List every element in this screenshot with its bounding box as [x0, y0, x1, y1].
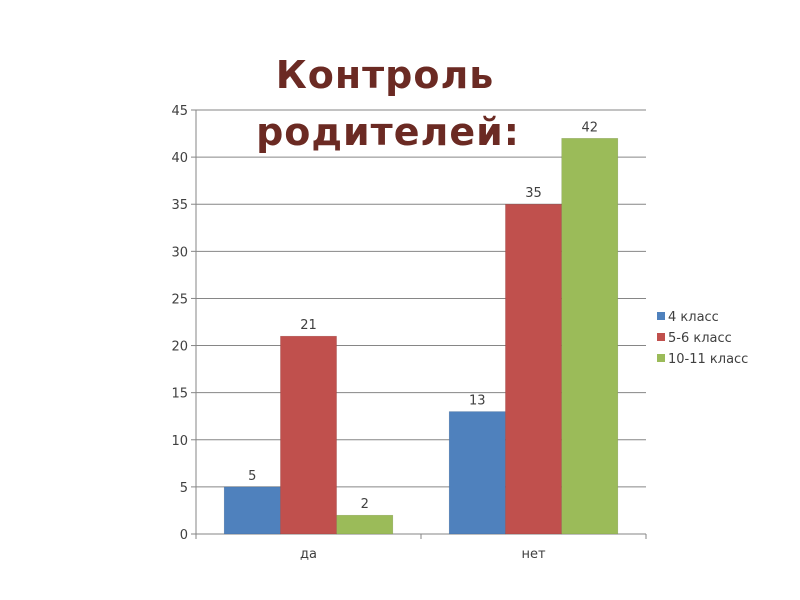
legend-swatch	[657, 312, 665, 320]
data-label: 2	[361, 497, 369, 512]
y-tick-label: 40	[171, 151, 188, 166]
chart-title-line-2: родителей:	[256, 110, 520, 154]
data-label: 21	[300, 318, 317, 333]
x-axis: да нет	[195, 533, 647, 562]
bar	[280, 335, 337, 535]
y-tick-label: 20	[171, 340, 188, 355]
gridlines	[196, 109, 646, 488]
y-tick-label: 35	[171, 198, 188, 213]
bar	[448, 411, 506, 535]
y-tick-label: 0	[180, 528, 188, 543]
data-label: 13	[469, 394, 486, 409]
bar	[336, 514, 394, 535]
bar	[505, 203, 562, 535]
legend-label: 5-6 класс	[668, 331, 732, 346]
data-label: 5	[248, 469, 256, 484]
legend-label: 4 класс	[668, 310, 719, 325]
x-category-label: да	[300, 547, 317, 562]
legend-swatch	[657, 354, 665, 362]
chart-title: Контроль родителей:	[256, 53, 520, 154]
bars	[223, 138, 619, 535]
y-tick-label: 10	[171, 434, 188, 449]
legend: 4 класс 5-6 класс 10-11 класс	[657, 310, 748, 367]
bar	[561, 138, 619, 535]
y-tick-label: 25	[171, 292, 188, 307]
legend-label: 10-11 класс	[668, 352, 748, 367]
data-label: 35	[525, 186, 542, 201]
bar	[223, 486, 281, 535]
chart-title-line-1: Контроль	[276, 53, 495, 97]
y-tick-label: 30	[171, 245, 188, 260]
y-tick-label: 45	[171, 104, 188, 119]
y-axis: 0 5 10 15 20 25 30 35 40 45	[171, 104, 197, 543]
y-tick-label: 5	[180, 481, 188, 496]
data-labels: 5 21 2 13 35 42	[248, 120, 598, 512]
y-tick-label: 15	[171, 387, 188, 402]
legend-swatch	[657, 333, 665, 341]
x-category-label: нет	[521, 547, 545, 562]
data-label: 42	[581, 120, 598, 135]
